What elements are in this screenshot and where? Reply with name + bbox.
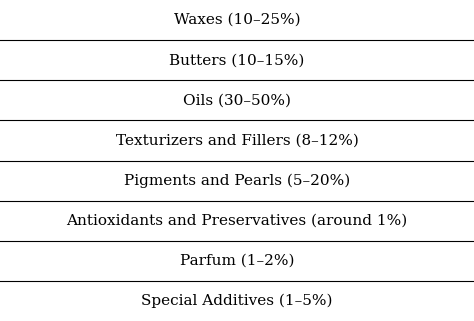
Text: Parfum (1–2%): Parfum (1–2%) [180,254,294,268]
Text: Pigments and Pearls (5–20%): Pigments and Pearls (5–20%) [124,173,350,188]
Text: Special Additives (1–5%): Special Additives (1–5%) [141,294,333,308]
Text: Antioxidants and Preservatives (around 1%): Antioxidants and Preservatives (around 1… [66,214,408,228]
Text: Oils (30–50%): Oils (30–50%) [183,93,291,107]
Text: Waxes (10–25%): Waxes (10–25%) [173,13,301,27]
Text: Butters (10–15%): Butters (10–15%) [169,53,305,67]
Text: Texturizers and Fillers (8–12%): Texturizers and Fillers (8–12%) [116,134,358,147]
